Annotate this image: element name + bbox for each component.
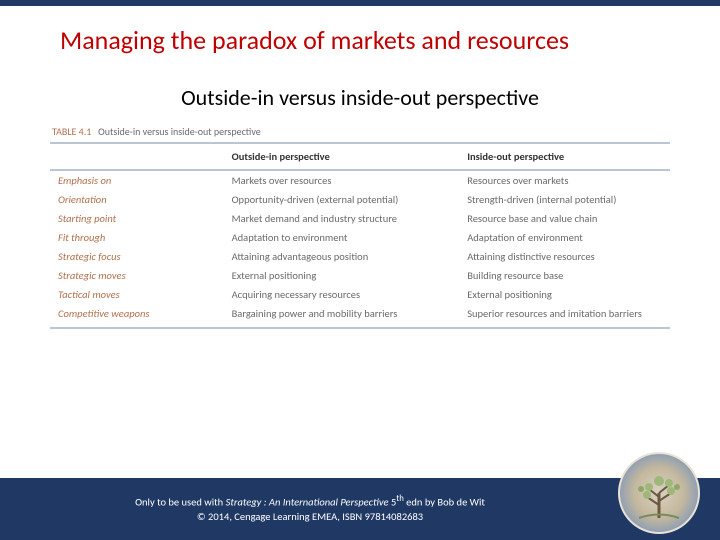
table-wrap: Outside-in perspective Inside-out perspe… [50,142,670,329]
table-header [50,143,224,170]
cell-inside-out: Resources over markets [459,170,670,190]
cell-inside-out: Building resource base [459,266,670,285]
slide: Managing the paradox of markets and reso… [0,0,720,540]
cell-outside-in: External positioning [224,266,460,285]
cell-inside-out: External positioning [459,285,670,304]
table-row: Emphasis onMarkets over resourcesResourc… [50,170,670,190]
table-number: TABLE 4.1 [52,125,91,138]
cell-outside-in: Market demand and industry structure [224,209,460,228]
table-header-row: Outside-in perspective Inside-out perspe… [50,143,670,170]
row-label: Tactical moves [50,285,224,304]
table-header: Inside-out perspective [459,143,670,170]
tree-icon [629,463,689,523]
row-label: Starting point [50,209,224,228]
row-label: Strategic moves [50,266,224,285]
row-label: Orientation [50,190,224,209]
footer-text: Only to be used with Strategy : An Inter… [0,494,720,524]
row-label: Competitive weapons [50,304,224,328]
cell-inside-out: Attaining distinctive resources [459,247,670,266]
row-label: Emphasis on [50,170,224,190]
cell-outside-in: Attaining advantageous position [224,247,460,266]
table-row: Competitive weaponsBargaining power and … [50,304,670,328]
table-row: Fit throughAdaptation to environmentAdap… [50,228,670,247]
cell-outside-in: Adaptation to environment [224,228,460,247]
cell-inside-out: Superior resources and imitation barrier… [459,304,670,328]
table-row: Starting pointMarket demand and industry… [50,209,670,228]
cell-outside-in: Bargaining power and mobility barriers [224,304,460,328]
page-title: Managing the paradox of markets and reso… [0,6,720,56]
cell-inside-out: Strength-driven (internal potential) [459,190,670,209]
cell-outside-in: Acquiring necessary resources [224,285,460,304]
book-cover-icon [618,452,700,534]
table-row: OrientationOpportunity-driven (external … [50,190,670,209]
cell-inside-out: Adaptation of environment [459,228,670,247]
footer-bar: Only to be used with Strategy : An Inter… [0,478,720,540]
cell-outside-in: Markets over resources [224,170,460,190]
table-row: Strategic movesExternal positioningBuild… [50,266,670,285]
cell-outside-in: Opportunity-driven (external potential) [224,190,460,209]
row-label: Strategic focus [50,247,224,266]
table-caption: TABLE 4.1 Outside-in versus inside-out p… [0,125,720,142]
table-header: Outside-in perspective [224,143,460,170]
comparison-table: Outside-in perspective Inside-out perspe… [50,142,670,329]
row-label: Fit through [50,228,224,247]
table-row: Tactical movesAcquiring necessary resour… [50,285,670,304]
cell-inside-out: Resource base and value chain [459,209,670,228]
subtitle: Outside-in versus inside-out perspective [0,56,720,125]
table-row: Strategic focusAttaining advantageous po… [50,247,670,266]
